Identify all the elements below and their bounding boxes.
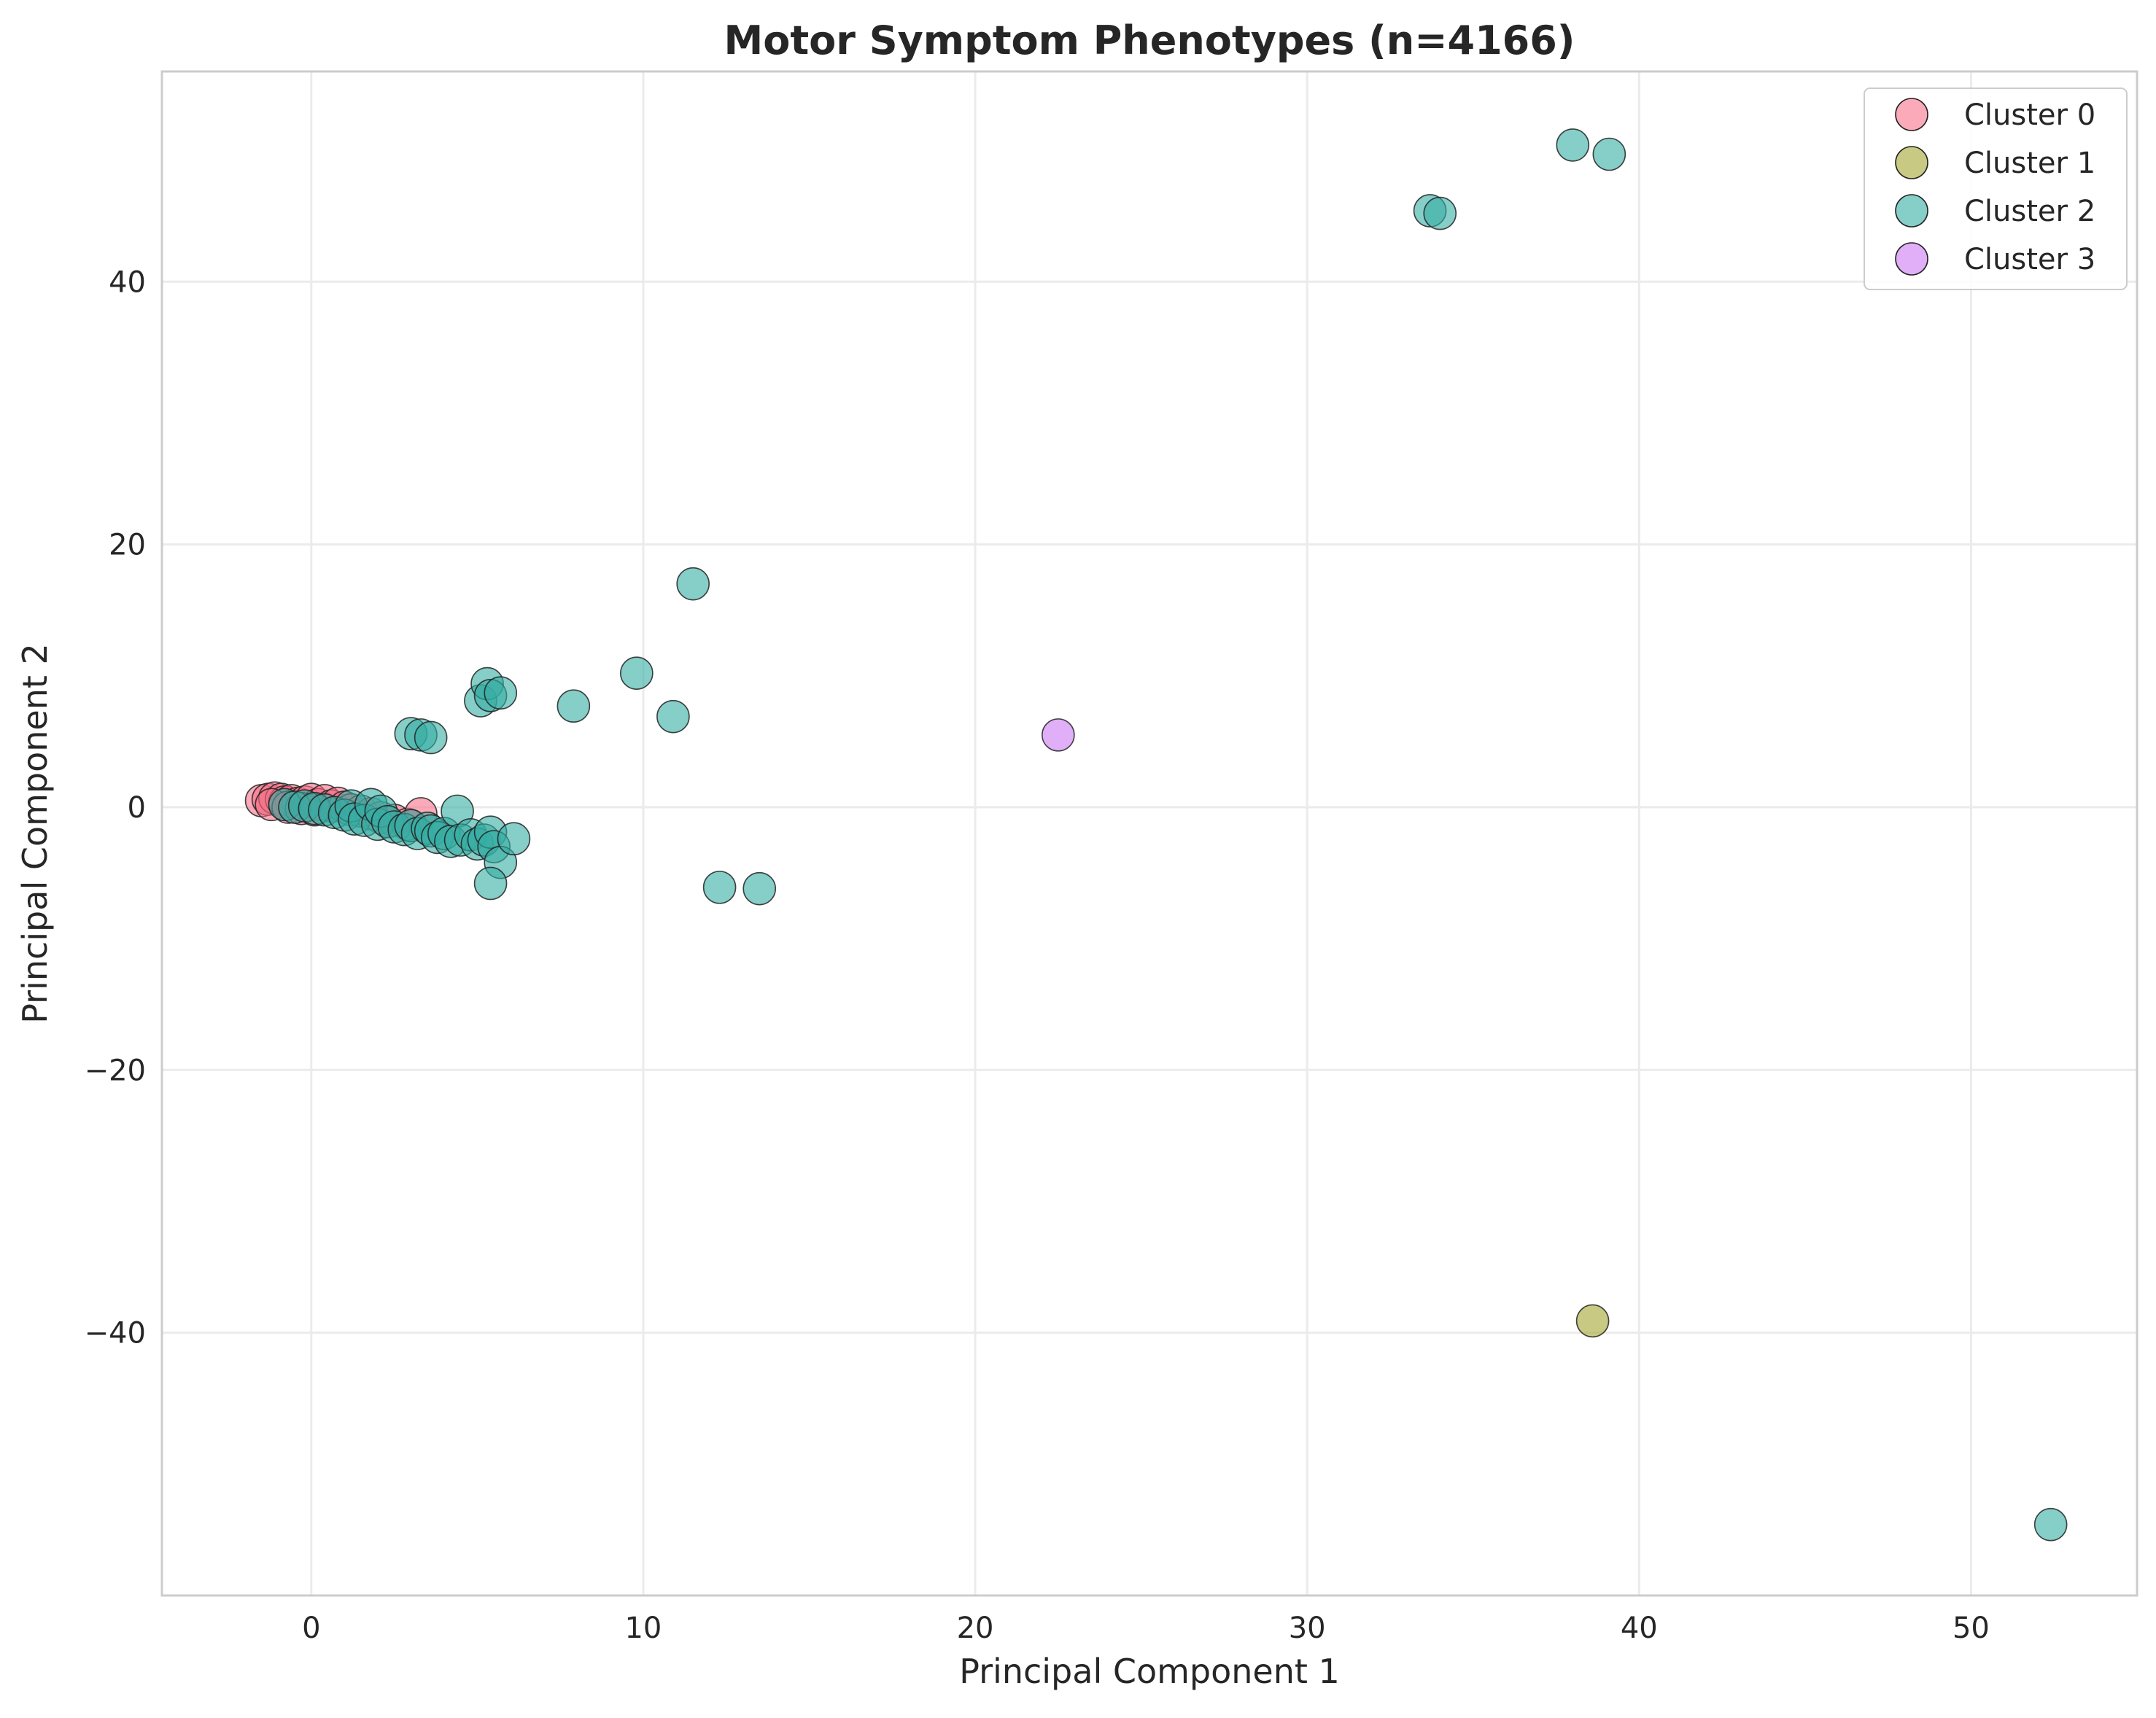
legend-label: Cluster 1 (1964, 147, 2095, 180)
data-point (742, 871, 777, 906)
data-point (1592, 137, 1626, 171)
legend-marker (1895, 242, 1928, 276)
series-cluster-3 (1042, 718, 1075, 752)
data-point (1556, 128, 1590, 162)
legend: Cluster 0 Cluster 1 Cluster 2 Cluster 3 (1864, 88, 2128, 290)
y-axis-label: Principal Component 2 (15, 643, 55, 1024)
legend-marker (1895, 194, 1928, 228)
x-tick-label: 50 (1953, 1612, 1990, 1645)
legend-label: Cluster 0 (1964, 98, 2095, 132)
series-cluster-1 (1575, 1304, 1610, 1338)
legend-marker (1895, 146, 1928, 179)
legend-label: Cluster 2 (1964, 195, 2095, 228)
data-point (620, 656, 654, 690)
data-point (2033, 1507, 2068, 1542)
x-tick-label: 30 (1289, 1612, 1326, 1645)
chart-title: Motor Symptom Phenotypes (n=4166) (724, 18, 1575, 63)
y-axis-ticks: −40 −20 0 20 40 (85, 265, 146, 1350)
data-point (473, 866, 508, 901)
data-point (484, 676, 518, 710)
x-tick-label: 20 (957, 1612, 994, 1645)
y-tick-label: −20 (85, 1054, 146, 1087)
data-point (414, 720, 448, 755)
x-tick-label: 10 (624, 1612, 662, 1645)
legend-box (1864, 88, 2128, 290)
y-tick-label: −40 (85, 1317, 146, 1350)
data-point (1423, 196, 1457, 230)
legend-marker (1895, 98, 1928, 131)
data-point (656, 699, 690, 734)
legend-label: Cluster 3 (1964, 243, 2095, 276)
data-point (676, 567, 710, 601)
grid (162, 71, 2137, 1595)
data-point (702, 871, 737, 904)
data-point (497, 822, 531, 856)
x-tick-label: 40 (1621, 1612, 1658, 1645)
series-cluster-2 (268, 128, 2068, 1542)
data-point (557, 689, 591, 723)
x-tick-label: 0 (302, 1612, 320, 1645)
data-point (1575, 1304, 1610, 1338)
data-points (244, 128, 2068, 1542)
y-tick-label: 0 (128, 791, 146, 825)
plot-frame (160, 70, 2138, 1597)
x-axis-ticks: 0 10 20 30 40 50 (302, 1612, 1990, 1645)
data-point (1042, 718, 1075, 752)
x-axis-label: Principal Component 1 (959, 1652, 1340, 1691)
y-tick-label: 20 (109, 529, 146, 562)
y-tick-label: 40 (109, 265, 146, 299)
